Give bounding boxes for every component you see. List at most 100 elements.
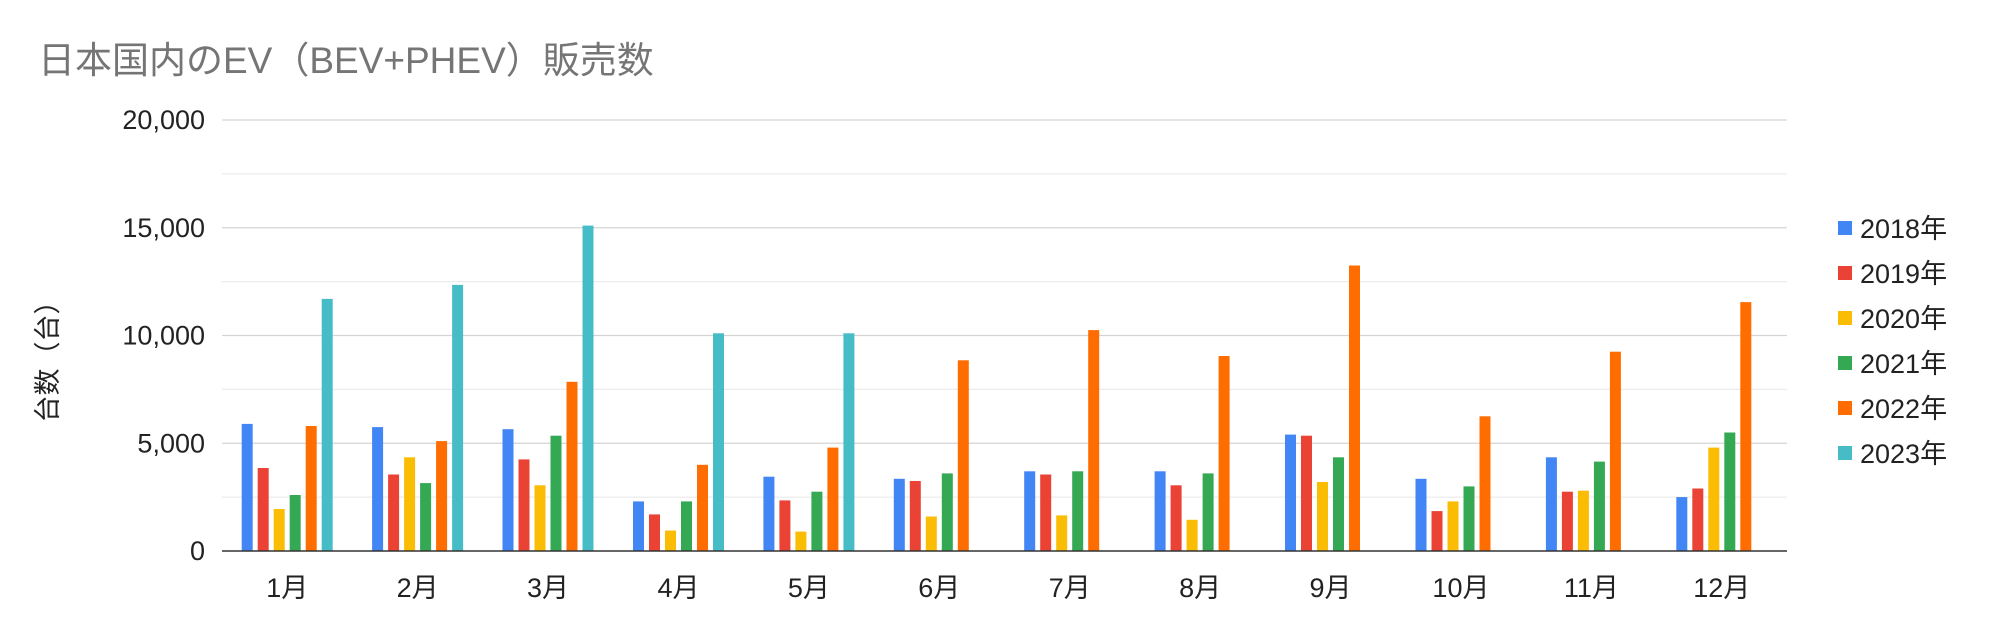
bar-2020年-11月	[1577, 490, 1589, 551]
legend-swatch	[1838, 221, 1852, 235]
bar-2018年-2月	[372, 427, 384, 551]
bar-2021年-11月	[1593, 461, 1605, 551]
bar-2018年-11月	[1545, 457, 1557, 551]
legend-label: 2021年	[1860, 349, 1947, 379]
bar-2021年-12月	[1724, 432, 1736, 551]
bar-2021年-9月	[1333, 457, 1344, 551]
bar-2021年-5月	[811, 491, 823, 551]
bar-2019年-3月	[518, 459, 530, 551]
bars	[241, 225, 1752, 551]
bar-2019年-9月	[1301, 435, 1312, 551]
bar-2020年-2月	[404, 457, 416, 551]
y-tick-label: 10,000	[122, 321, 205, 351]
x-axis-ticks: 1月 2月 3月 4月 5月 6月 7月 8月 9月 10月 11月 12月	[266, 573, 1750, 603]
legend-label: 2018年	[1860, 214, 1947, 244]
y-tick-label: 5,000	[137, 428, 205, 458]
bar-2018年-10月	[1415, 478, 1427, 551]
bar-2019年-12月	[1692, 488, 1704, 551]
legend-label: 2019年	[1860, 259, 1947, 289]
bar-2020年-12月	[1708, 447, 1720, 551]
legend-swatch	[1838, 356, 1852, 370]
bar-2022年-2月	[436, 441, 448, 551]
bar-2020年-8月	[1186, 519, 1198, 551]
bar-2021年-3月	[550, 435, 562, 551]
bar-2020年-9月	[1317, 482, 1328, 551]
bar-2019年-2月	[388, 474, 400, 551]
bar-2018年-5月	[763, 476, 775, 551]
bar-2019年-1月	[257, 468, 269, 551]
x-tick-label: 5月	[788, 573, 830, 603]
bar-2022年-5月	[827, 447, 839, 551]
bar-2022年-10月	[1479, 416, 1491, 551]
legend-swatch	[1838, 311, 1852, 325]
bar-2019年-10月	[1431, 511, 1443, 551]
legend-label: 2020年	[1860, 304, 1947, 334]
y-tick-label: 20,000	[122, 105, 205, 135]
bar-2021年-7月	[1072, 471, 1084, 551]
legend-swatch	[1838, 266, 1852, 280]
x-tick-label: 11月	[1564, 573, 1619, 603]
y-tick-label: 0	[190, 536, 205, 566]
bar-2018年-1月	[241, 423, 253, 551]
bar-2023年-1月	[321, 298, 333, 551]
bar-2019年-8月	[1170, 485, 1182, 551]
bar-2022年-4月	[697, 464, 708, 551]
x-tick-label: 1月	[266, 573, 308, 603]
bar-2022年-6月	[957, 360, 969, 551]
bar-2022年-3月	[566, 381, 578, 551]
bar-2018年-7月	[1024, 471, 1036, 551]
bar-2023年-2月	[452, 284, 464, 551]
x-tick-label: 4月	[657, 573, 699, 603]
bar-2021年-4月	[681, 501, 692, 551]
legend-label: 2023年	[1860, 439, 1947, 469]
bar-2018年-12月	[1676, 497, 1688, 551]
legend-swatch	[1838, 446, 1852, 460]
bar-2020年-10月	[1447, 501, 1459, 551]
bar-2021年-8月	[1202, 473, 1214, 551]
bar-2021年-10月	[1463, 486, 1475, 551]
bar-2018年-8月	[1154, 471, 1166, 551]
gridlines	[222, 119, 1787, 498]
bar-2022年-1月	[305, 426, 317, 551]
x-tick-label: 6月	[918, 573, 960, 603]
bar-2021年-1月	[289, 495, 301, 551]
bar-2019年-11月	[1561, 491, 1573, 551]
bar-2022年-12月	[1740, 302, 1752, 551]
x-tick-label: 8月	[1179, 573, 1221, 603]
x-tick-label: 2月	[397, 573, 439, 603]
bar-2020年-6月	[925, 516, 937, 551]
x-tick-label: 9月	[1310, 573, 1352, 603]
bar-2020年-5月	[795, 531, 807, 551]
bar-2021年-2月	[420, 483, 432, 551]
bar-2018年-3月	[502, 429, 514, 551]
y-axis-title: 台数（台）	[33, 288, 63, 423]
bar-2023年-3月	[582, 225, 594, 551]
bar-2023年-4月	[713, 333, 724, 551]
bar-2018年-9月	[1285, 434, 1296, 551]
bar-2020年-3月	[534, 485, 546, 551]
legend-swatch	[1838, 401, 1852, 415]
bar-2019年-7月	[1040, 474, 1052, 551]
x-tick-label: 10月	[1432, 573, 1489, 603]
bar-2022年-8月	[1218, 356, 1230, 551]
x-tick-label: 7月	[1049, 573, 1091, 603]
bar-2022年-11月	[1609, 351, 1621, 551]
bar-2018年-4月	[633, 501, 644, 551]
bar-2019年-4月	[649, 514, 660, 551]
bar-2020年-7月	[1056, 515, 1068, 551]
bar-2019年-6月	[909, 481, 921, 551]
chart-title: 日本国内のEV（BEV+PHEV）販売数	[38, 40, 654, 81]
y-tick-label: 15,000	[122, 213, 205, 243]
bar-2020年-4月	[665, 530, 676, 551]
bar-2020年-1月	[273, 509, 285, 551]
bar-2019年-5月	[779, 500, 791, 551]
legend-label: 2022年	[1860, 394, 1947, 424]
x-tick-label: 12月	[1693, 573, 1750, 603]
x-tick-label: 3月	[527, 573, 569, 603]
y-axis-ticks: 0 5,000 10,000 15,000 20,000	[122, 105, 205, 566]
bar-2022年-7月	[1088, 330, 1100, 551]
bar-2023年-5月	[843, 333, 855, 551]
legend: 2018年 2019年 2020年 2021年 2022年 2023年	[1838, 214, 1947, 469]
bar-2021年-6月	[941, 473, 953, 551]
